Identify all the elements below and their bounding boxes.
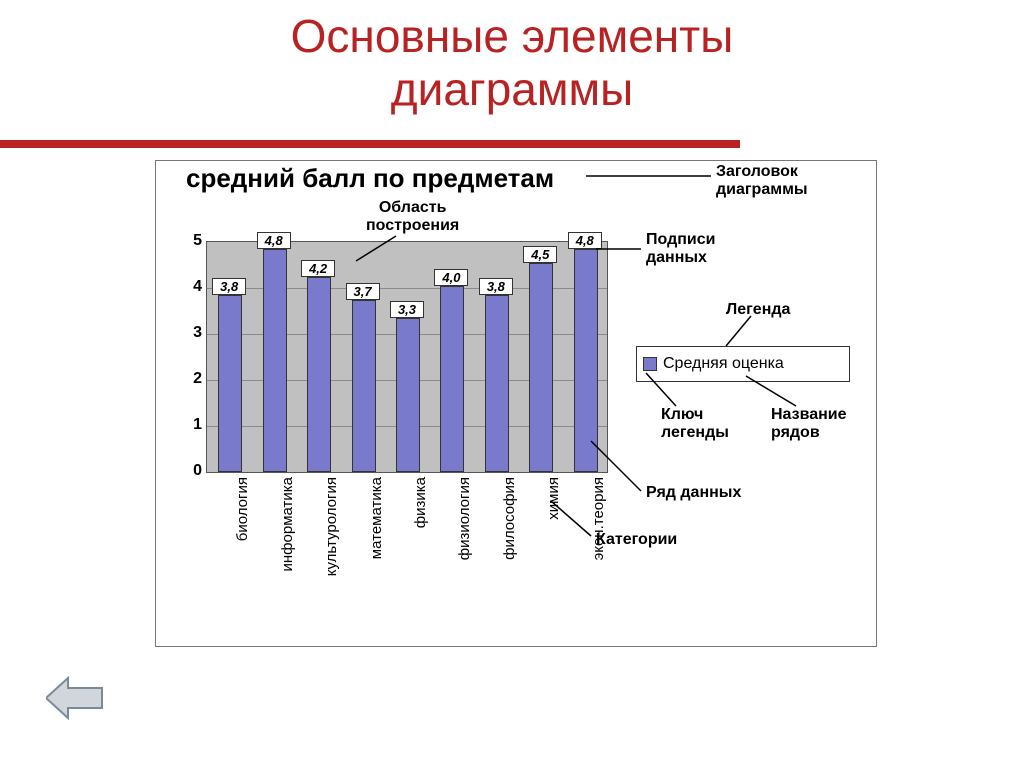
data-label: 4,8: [568, 232, 602, 249]
legend-series-name: Средняя оценка: [663, 355, 784, 373]
bar: [574, 249, 598, 472]
annot-chart-title: Заголовокдиаграммы: [716, 163, 808, 198]
back-arrow-icon[interactable]: [46, 676, 104, 720]
bar: [440, 286, 464, 472]
data-label: 4,2: [301, 260, 335, 277]
bar: [485, 295, 509, 472]
category-label: информатика: [279, 477, 296, 572]
slide-title-line2: диаграммы: [391, 63, 633, 115]
data-label: 3,8: [212, 278, 246, 295]
data-label: 3,3: [390, 301, 424, 318]
y-tick-label: 3: [186, 324, 202, 342]
annot-categories: Категории: [596, 531, 677, 549]
bar: [263, 249, 287, 472]
y-tick-label: 0: [186, 462, 202, 480]
data-label: 3,7: [346, 283, 380, 300]
annot-legend-key: Ключлегенды: [661, 406, 729, 441]
category-label: химия: [545, 477, 562, 520]
plot-area: 3,84,84,23,73,34,03,84,54,8: [206, 241, 608, 473]
y-tick-label: 4: [186, 278, 202, 296]
category-label: физиология: [456, 477, 473, 560]
bar: [352, 300, 376, 472]
bar: [218, 295, 242, 472]
category-label: физика: [412, 477, 429, 528]
data-label: 4,0: [434, 269, 468, 286]
bar: [529, 263, 553, 472]
annot-legend: Легенда: [726, 301, 790, 319]
y-tick-label: 1: [186, 416, 202, 434]
y-tick-label: 2: [186, 370, 202, 388]
legend-key: [643, 357, 657, 371]
bar: [307, 277, 331, 472]
category-label: культурология: [323, 477, 340, 576]
annot-plot-area: Областьпостроения: [366, 199, 459, 234]
annot-data-series: Ряд данных: [646, 484, 741, 502]
chart-title: средний балл по предметам: [186, 163, 554, 194]
annot-data-labels: Подписиданных: [646, 231, 715, 266]
y-tick-label: 5: [186, 232, 202, 250]
slide-title-line1: Основные элементы: [291, 10, 734, 62]
data-label: 3,8: [479, 278, 513, 295]
data-label: 4,8: [257, 232, 291, 249]
bar: [396, 318, 420, 472]
category-label: философия: [501, 477, 518, 560]
category-label: биология: [234, 477, 251, 541]
title-underline: [0, 140, 740, 148]
data-label: 4,5: [523, 246, 557, 263]
chart-container: средний балл по предметам 3,8 4,8 4,2 3,7 3,…: [155, 160, 877, 647]
slide-title: Основные элементы диаграммы: [0, 0, 1024, 116]
annot-series-name: Названиерядов: [771, 406, 847, 441]
legend: Средняя оценка: [636, 346, 850, 382]
category-label: математика: [368, 477, 385, 559]
